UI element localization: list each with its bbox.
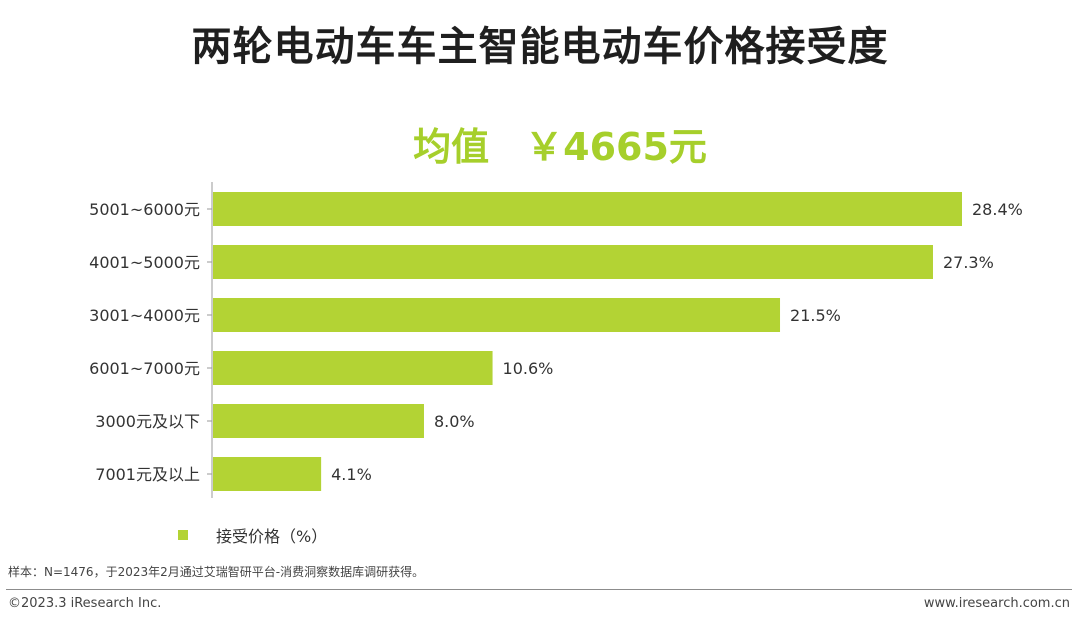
average-label: 均值	[413, 125, 490, 169]
chart-title: 两轮电动车车主智能电动车价格接受度	[191, 24, 889, 70]
average-value: ￥4665元	[525, 125, 707, 169]
copyright: ©2023.3 iResearch Inc.	[8, 596, 162, 611]
category-label: 3001~4000元	[89, 306, 200, 325]
bar-0	[213, 192, 962, 226]
value-label: 4.1%	[331, 465, 372, 484]
category-label: 4001~5000元	[89, 253, 200, 272]
value-label: 21.5%	[790, 306, 841, 325]
value-label: 27.3%	[943, 253, 994, 272]
average-callout: 均值 ￥4665元	[0, 116, 1080, 171]
value-label: 28.4%	[972, 200, 1023, 219]
footer-divider	[6, 589, 1072, 590]
bar-chart: 5001~6000元 28.4% 4001~5000元 27.3% 3001~4000元…	[89, 182, 1023, 498]
category-label: 7001元及以上	[95, 465, 200, 484]
bar-4	[213, 404, 424, 438]
category-label: 3000元及以下	[95, 412, 200, 431]
value-label: 10.6%	[503, 359, 554, 378]
bar-1	[213, 245, 933, 279]
category-label: 6001~7000元	[89, 359, 200, 378]
legend-label: 接受价格（%）	[216, 527, 328, 546]
value-label: 8.0%	[434, 412, 475, 431]
bar-3	[213, 351, 493, 385]
sample-note: 样本：N=1476，于2023年2月通过艾瑞智研平台-消费洞察数据库调研获得。	[8, 565, 425, 579]
category-label: 5001~6000元	[89, 200, 200, 219]
bar-5	[213, 457, 322, 491]
legend-swatch	[178, 530, 188, 540]
bar-2	[213, 298, 781, 332]
legend: 接受价格（%）	[178, 524, 327, 546]
website-link[interactable]: www.iresearch.com.cn	[923, 596, 1070, 611]
